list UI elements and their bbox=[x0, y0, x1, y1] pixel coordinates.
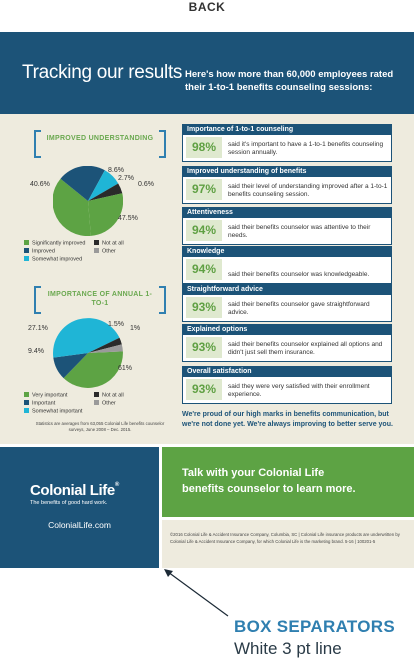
bracket-right bbox=[159, 286, 166, 314]
result-box: Straightforward advice 93% said their be… bbox=[182, 284, 392, 322]
pie-slice-somewhat-improved bbox=[88, 170, 119, 201]
pie-slice-not-at-all bbox=[88, 337, 122, 353]
legend-item: Somewhat improved bbox=[24, 256, 82, 263]
legend-item: Other bbox=[94, 248, 116, 255]
result-percent: 98% bbox=[186, 137, 222, 158]
result-text: said it's important to have a 1-to-1 ben… bbox=[228, 141, 384, 156]
pct-label: 2.7% bbox=[118, 175, 134, 182]
legend-swatch bbox=[24, 408, 29, 413]
chart-title: IMPORTANCE OF ANNUAL 1-TO-1 bbox=[34, 286, 166, 314]
website-link[interactable]: ColonialLife.com bbox=[48, 520, 111, 530]
stats-footnote: Statistics are averages from 63,055 Colo… bbox=[35, 421, 165, 432]
result-percent: 93% bbox=[186, 297, 222, 318]
pie-slice-very-important bbox=[63, 351, 123, 388]
result-text: said their benefits counselor explained … bbox=[228, 341, 383, 356]
legend-item: Improved bbox=[24, 248, 55, 255]
pie-slice-important bbox=[53, 353, 88, 379]
result-text: said they were very satisfied with their… bbox=[228, 383, 370, 398]
logo-wordmark: Colonial Life® bbox=[30, 482, 119, 499]
legend-swatch bbox=[24, 400, 29, 405]
result-percent: 93% bbox=[186, 379, 222, 400]
cta-panel: Talk with your Colonial Life benefits co… bbox=[162, 447, 414, 517]
header-description: Here's how more than 60,000 employees ra… bbox=[185, 69, 394, 93]
pie-chart bbox=[53, 318, 123, 388]
pie-chart bbox=[53, 166, 123, 236]
legend-swatch bbox=[94, 400, 99, 405]
pie-slice-significantly-improved bbox=[53, 178, 91, 236]
legend-item: Significantly improved bbox=[24, 240, 86, 247]
result-percent: 94% bbox=[186, 259, 222, 280]
legend-item: Other bbox=[94, 400, 116, 407]
result-text: said their benefits counselor gave strai… bbox=[228, 301, 370, 316]
result-box: Overall satisfaction 93% said they were … bbox=[182, 366, 392, 404]
copyright-panel: ©2016 Colonial Life & Accident Insurance… bbox=[162, 520, 414, 568]
result-heading: Attentiveness bbox=[183, 208, 391, 218]
result-heading: Knowledge bbox=[183, 247, 391, 257]
pct-label: 1.5% bbox=[108, 321, 124, 328]
header-band: Tracking our results Here's how more tha… bbox=[0, 32, 414, 114]
logo-panel bbox=[0, 447, 159, 568]
annotation-title: BOX SEPARATORS bbox=[234, 617, 396, 636]
result-box: Importance of 1-to-1 counseling 98% said… bbox=[182, 124, 392, 162]
legend-swatch bbox=[94, 240, 99, 245]
result-percent: 97% bbox=[186, 179, 222, 200]
result-text: said their benefits counselor was attent… bbox=[228, 224, 371, 239]
pie-slice-somewhat-important bbox=[53, 318, 120, 358]
logo-tagline: The benefits of good hard work. bbox=[30, 500, 108, 506]
cta-text: Talk with your Colonial Life benefits co… bbox=[182, 467, 356, 495]
legend-swatch bbox=[94, 248, 99, 253]
result-percent: 94% bbox=[186, 220, 222, 241]
chart-title-text: IMPROVED UNDERSTANDING bbox=[46, 135, 154, 142]
result-heading: Improved understanding of benefits bbox=[183, 167, 391, 177]
legend-item: Not at all bbox=[94, 392, 124, 399]
company-logo: Colonial Life® The benefits of good hard… bbox=[30, 482, 140, 506]
result-text: said their level of understanding improv… bbox=[228, 183, 388, 198]
result-box: Knowledge 94% said their benefits counse… bbox=[182, 246, 392, 284]
legend-item: Somewhat important bbox=[24, 408, 82, 415]
pct-label: 9.4% bbox=[28, 348, 44, 355]
pct-label: 61% bbox=[118, 365, 133, 372]
closing-statement: We're proud of our high marks in benefit… bbox=[182, 411, 393, 428]
copyright-text: ©2016 Colonial Life & Accident Insurance… bbox=[170, 532, 400, 544]
chart-title-text: IMPORTANCE OF ANNUAL 1-TO-1 bbox=[47, 291, 153, 307]
pie-slice-improved bbox=[60, 166, 105, 201]
pie-slice-other bbox=[88, 344, 123, 353]
bracket-left bbox=[34, 286, 41, 314]
result-box: Attentiveness 94% said their benefits co… bbox=[182, 207, 392, 245]
pct-label: 0.6% bbox=[138, 181, 154, 188]
legend-item: Not at all bbox=[94, 240, 124, 247]
result-heading: Importance of 1-to-1 counseling bbox=[183, 125, 391, 135]
result-text: said their benefits counselor was knowle… bbox=[228, 271, 370, 278]
result-box: Improved understanding of benefits 97% s… bbox=[182, 166, 392, 204]
bracket-right bbox=[159, 130, 166, 158]
pct-label: 40.6% bbox=[30, 181, 50, 188]
result-box: Explained options 93% said their benefit… bbox=[182, 324, 392, 362]
legend-swatch bbox=[94, 392, 99, 397]
legend-swatch bbox=[24, 256, 29, 261]
result-heading: Explained options bbox=[183, 325, 391, 335]
result-heading: Overall satisfaction bbox=[183, 367, 391, 377]
result-percent: 93% bbox=[186, 337, 222, 358]
legend-item: Important bbox=[24, 400, 55, 407]
annotation-subtitle: White 3 pt line bbox=[234, 639, 342, 658]
pct-label: 1% bbox=[130, 325, 141, 332]
page-side-label: BACK bbox=[188, 0, 226, 14]
pie-slice-other bbox=[88, 193, 123, 236]
legend-swatch bbox=[24, 248, 29, 253]
result-heading: Straightforward advice bbox=[183, 285, 391, 295]
legend-item: Very important bbox=[24, 392, 67, 399]
pct-label: 27.1% bbox=[28, 325, 48, 332]
legend-swatch bbox=[24, 240, 29, 245]
pct-label: 8.6% bbox=[108, 167, 124, 174]
page-title: Tracking our results bbox=[22, 62, 183, 83]
pie-slice-not-at-all bbox=[88, 183, 123, 201]
pct-label: 47.5% bbox=[118, 215, 138, 222]
chart-title: IMPROVED UNDERSTANDING bbox=[34, 130, 166, 158]
bracket-left bbox=[34, 130, 41, 158]
legend-swatch bbox=[24, 392, 29, 397]
